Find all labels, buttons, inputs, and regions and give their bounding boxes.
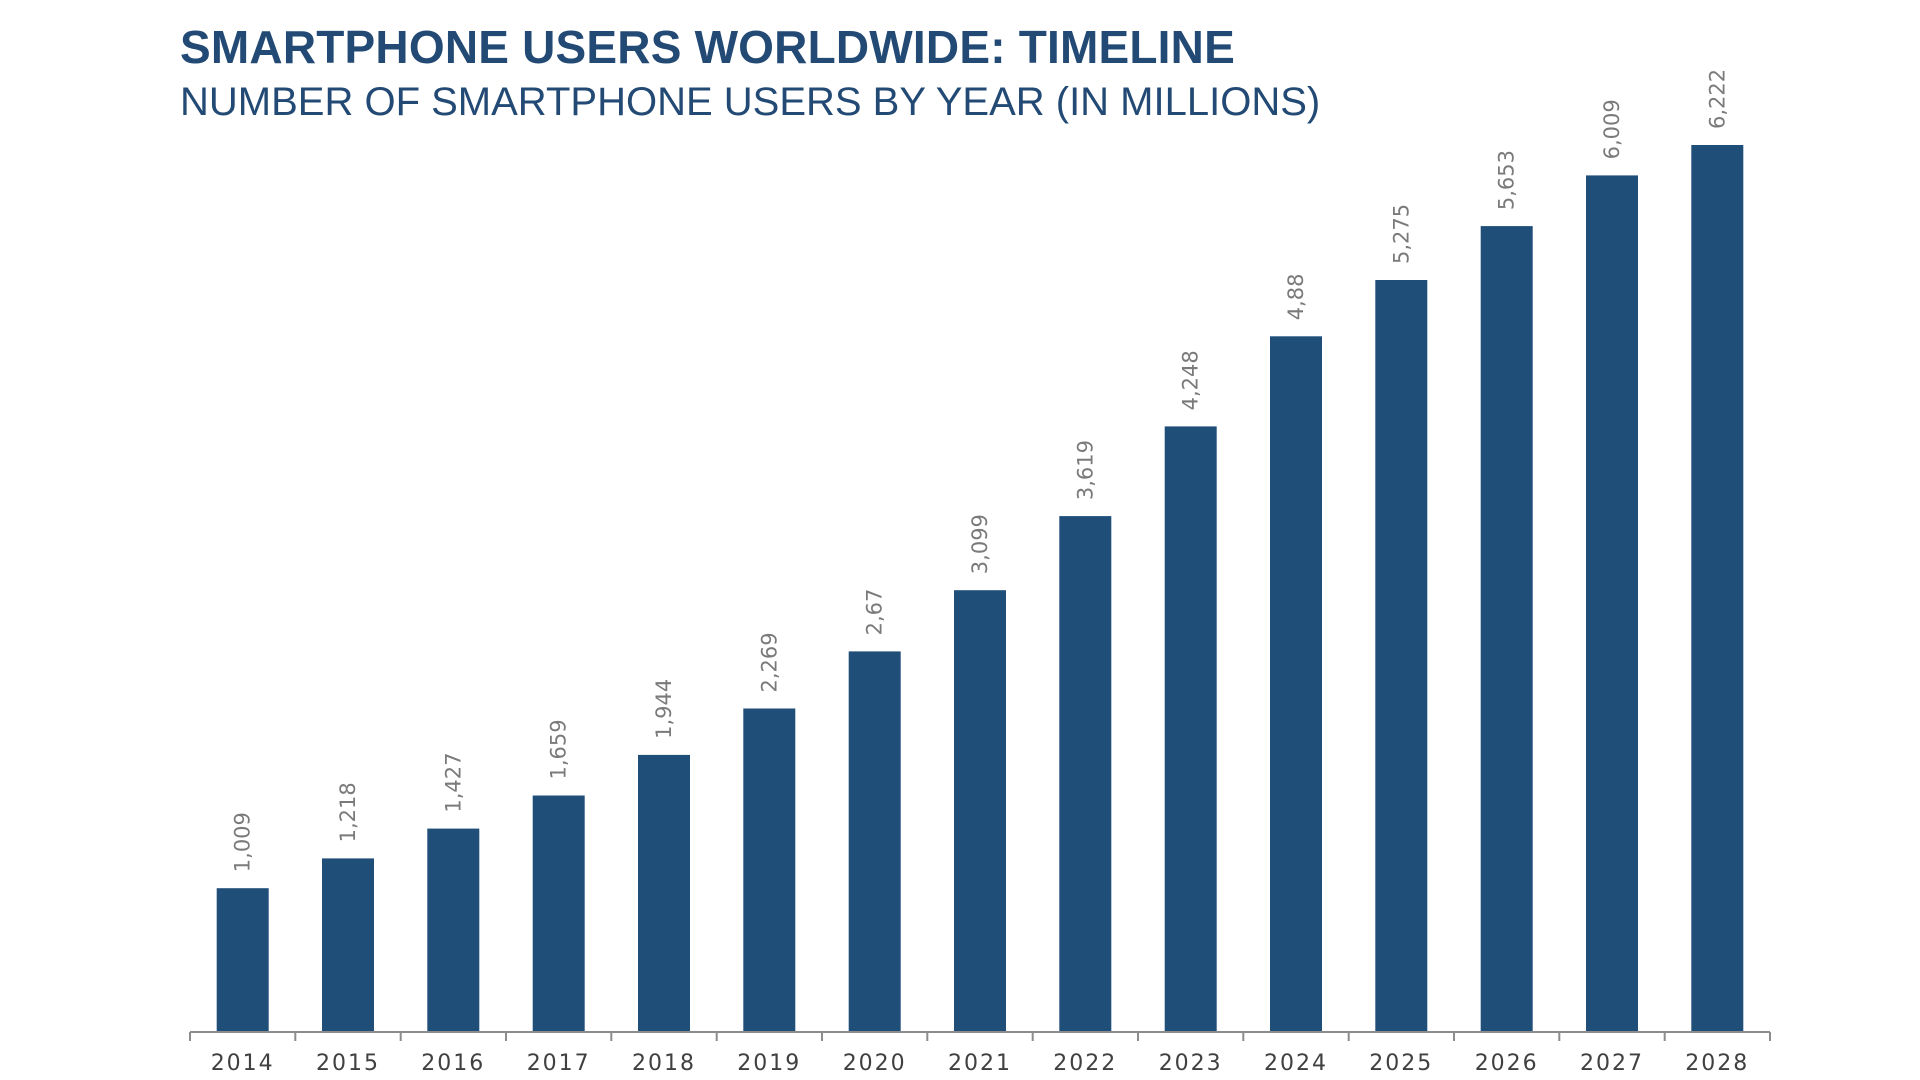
data-label-2022: 3,619 <box>1073 440 1097 500</box>
bar-2016 <box>427 828 480 1032</box>
bar-series <box>216 145 1744 1033</box>
bar-2026 <box>1480 226 1533 1033</box>
bar-2021 <box>954 590 1006 1032</box>
bar-2019 <box>743 708 796 1032</box>
data-label-2017: 1,659 <box>547 719 571 779</box>
data-label-2015: 1,218 <box>336 782 360 842</box>
x-tick-label-2023: 2023 <box>1159 1051 1223 1076</box>
data-label-2027: 6,009 <box>1600 99 1624 159</box>
x-tick-label-2022: 2022 <box>1053 1051 1117 1076</box>
data-label-2021: 3,099 <box>968 514 992 574</box>
x-tick-label-2021: 2021 <box>948 1051 1012 1076</box>
x-tick-label-2014: 2014 <box>211 1051 275 1076</box>
data-label-2023: 4,248 <box>1179 350 1203 410</box>
data-label-2028: 6,222 <box>1705 69 1729 129</box>
x-axis: 2014 2015 2016 2017 2018 2019 2020 2021 2022 2023… <box>189 1031 1771 1076</box>
x-tick-label-2024: 2024 <box>1264 1051 1328 1076</box>
data-label-2024: 4,88 <box>1284 274 1308 321</box>
x-tick-label-2019: 2019 <box>737 1051 801 1076</box>
bar-2014 <box>216 888 269 1032</box>
x-tick-label-2025: 2025 <box>1369 1051 1433 1076</box>
bar-2015 <box>322 858 374 1032</box>
x-tick-label-2020: 2020 <box>843 1051 907 1076</box>
x-tick-label-2016: 2016 <box>421 1051 485 1076</box>
x-tick-label-2027: 2027 <box>1580 1051 1644 1076</box>
data-label-2026: 5,653 <box>1495 150 1519 210</box>
x-tick-label-2026: 2026 <box>1475 1051 1539 1076</box>
data-label-2025: 5,275 <box>1389 204 1413 264</box>
bar-2027 <box>1586 175 1638 1032</box>
data-label-2019: 2,269 <box>757 632 781 692</box>
bar-2017 <box>532 795 585 1032</box>
data-label-2014: 1,009 <box>231 812 255 872</box>
bar-2020 <box>848 651 901 1032</box>
x-tick-label-2028: 2028 <box>1685 1051 1749 1076</box>
bar-2023 <box>1164 426 1217 1032</box>
chart-title: SMARTPHONE USERS WORLDWIDE: TIMELINE <box>180 21 1235 73</box>
x-tick-label-2018: 2018 <box>632 1051 696 1076</box>
data-label-2020: 2,67 <box>863 589 887 636</box>
bar-2018 <box>638 754 690 1032</box>
bar-2025 <box>1375 280 1428 1032</box>
data-label-2018: 1,944 <box>652 679 676 739</box>
x-tick-label-2017: 2017 <box>527 1051 591 1076</box>
bar-2024 <box>1270 336 1322 1032</box>
data-labels: 1,009 1,218 1,427 1,659 1,944 2,269 2,67 3,099 3… <box>231 69 1730 872</box>
x-tick-label-2015: 2015 <box>316 1051 380 1076</box>
bar-2022 <box>1059 516 1112 1032</box>
data-label-2016: 1,427 <box>441 752 465 812</box>
bar-2028 <box>1691 145 1744 1032</box>
chart-subtitle: NUMBER OF SMARTPHONE USERS BY YEAR (IN M… <box>180 80 1321 124</box>
